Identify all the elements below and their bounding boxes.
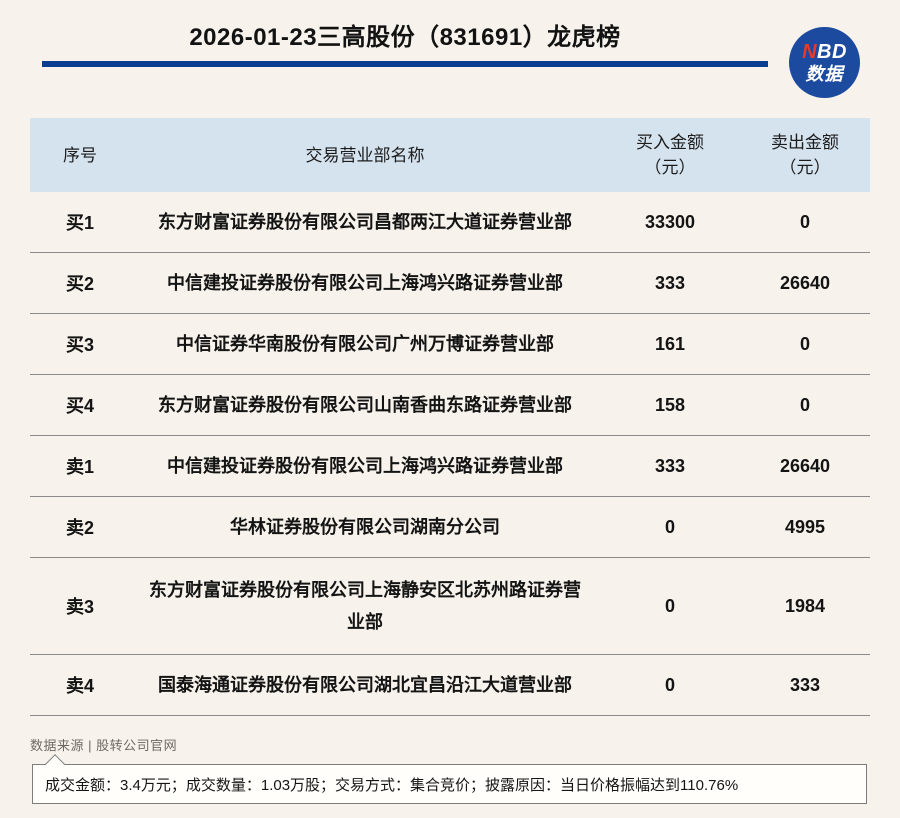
row-broker-name: 东方财富证券股份有限公司昌都两江大道证券营业部 xyxy=(158,212,572,232)
row-broker-name: 东方财富证券股份有限公司上海静安区北苏州路证券营业部 xyxy=(149,580,581,632)
row-sell-amount: 4995 xyxy=(784,516,826,537)
row-broker-name: 中信建投证券股份有限公司上海鸿兴路证券营业部 xyxy=(167,456,563,476)
dragon-tiger-table: 序号 交易营业部名称 买入金额 （元） 卖出金额 （元） 买1 东方财富证券股份有限… xyxy=(30,118,870,716)
table-row: 卖1 中信建投证券股份有限公司上海鸿兴路证券营业部 333 26640 xyxy=(30,436,870,497)
table-row: 买3 中信证券华南股份有限公司广州万博证券营业部 161 0 xyxy=(30,314,870,375)
table-row: 卖4 国泰海通证券股份有限公司湖北宜昌沿江大道营业部 0 333 xyxy=(30,655,870,716)
col-header-label: 序号 xyxy=(63,145,97,165)
nbd-logo-text: NBD xyxy=(802,42,847,62)
row-buy-amount: 333 xyxy=(654,272,686,293)
row-seq: 买1 xyxy=(65,213,94,233)
row-broker-name: 华林证券股份有限公司湖南分公司 xyxy=(230,517,500,537)
table-row: 卖2 华林证券股份有限公司湖南分公司 0 4995 xyxy=(30,497,870,558)
row-broker-name: 中信证券华南股份有限公司广州万博证券营业部 xyxy=(176,334,554,354)
row-broker-name: 中信建投证券股份有限公司上海鸿兴路证券营业部 xyxy=(167,273,563,293)
col-header-unit: （元） xyxy=(644,158,696,177)
title-underline xyxy=(42,61,768,67)
table-row: 买1 东方财富证券股份有限公司昌都两江大道证券营业部 33300 0 xyxy=(30,192,870,253)
col-header-broker: 交易营业部名称 xyxy=(130,143,600,168)
nbd-logo-subtext: 数据 xyxy=(805,64,844,84)
row-buy-amount: 0 xyxy=(664,595,675,616)
col-header-seq: 序号 xyxy=(30,143,130,168)
row-sell-amount: 0 xyxy=(799,333,810,354)
row-sell-amount: 26640 xyxy=(779,272,831,293)
row-seq: 卖4 xyxy=(65,676,94,696)
row-seq: 卖3 xyxy=(65,597,94,617)
disclosure-note-box: 成交金额：3.4万元；成交数量：1.03万股；交易方式：集合竞价；披露原因：当日… xyxy=(32,754,867,804)
table-header-row: 序号 交易营业部名称 买入金额 （元） 卖出金额 （元） xyxy=(30,118,870,192)
row-buy-amount: 0 xyxy=(664,516,675,537)
col-header-sell-amount: 卖出金额 （元） xyxy=(740,130,870,180)
table-row: 买4 东方财富证券股份有限公司山南香曲东路证券营业部 158 0 xyxy=(30,375,870,436)
row-broker-name: 国泰海通证券股份有限公司湖北宜昌沿江大道营业部 xyxy=(158,675,572,695)
row-buy-amount: 0 xyxy=(664,674,675,695)
row-sell-amount: 0 xyxy=(799,394,810,415)
table-row: 买2 中信建投证券股份有限公司上海鸿兴路证券营业部 333 26640 xyxy=(30,253,870,314)
nbd-logo-n: N xyxy=(802,41,818,63)
row-sell-amount: 333 xyxy=(789,674,821,695)
row-broker-name: 东方财富证券股份有限公司山南香曲东路证券营业部 xyxy=(158,395,572,415)
row-seq: 买2 xyxy=(65,274,94,294)
nbd-logo-bd: BD xyxy=(817,41,847,63)
row-sell-amount: 0 xyxy=(799,211,810,232)
col-header-label: 交易营业部名称 xyxy=(305,145,425,165)
col-header-unit: （元） xyxy=(779,158,831,177)
page-title: 2026-01-23三高股份（831691）龙虎榜 xyxy=(189,24,621,51)
row-sell-amount: 26640 xyxy=(779,455,831,476)
note-caret-icon xyxy=(45,754,65,774)
disclosure-note-text: 成交金额：3.4万元；成交数量：1.03万股；交易方式：集合竞价；披露原因：当日… xyxy=(45,776,739,794)
data-source-label: 数据来源 | 股转公司官网 xyxy=(30,738,178,753)
row-seq: 卖2 xyxy=(65,518,94,538)
row-seq: 卖1 xyxy=(65,457,94,477)
row-buy-amount: 333 xyxy=(654,455,686,476)
row-buy-amount: 33300 xyxy=(644,211,696,232)
col-header-label: 卖出金额 xyxy=(771,133,839,152)
col-header-label: 买入金额 xyxy=(636,133,704,152)
row-buy-amount: 158 xyxy=(654,394,686,415)
nbd-logo: NBD 数据 xyxy=(789,27,860,98)
table-row: 卖3 东方财富证券股份有限公司上海静安区北苏州路证券营业部 0 1984 xyxy=(30,558,870,655)
row-seq: 买3 xyxy=(65,335,94,355)
row-buy-amount: 161 xyxy=(654,333,686,354)
row-sell-amount: 1984 xyxy=(784,595,826,616)
col-header-buy-amount: 买入金额 （元） xyxy=(600,130,740,180)
row-seq: 买4 xyxy=(65,396,94,416)
